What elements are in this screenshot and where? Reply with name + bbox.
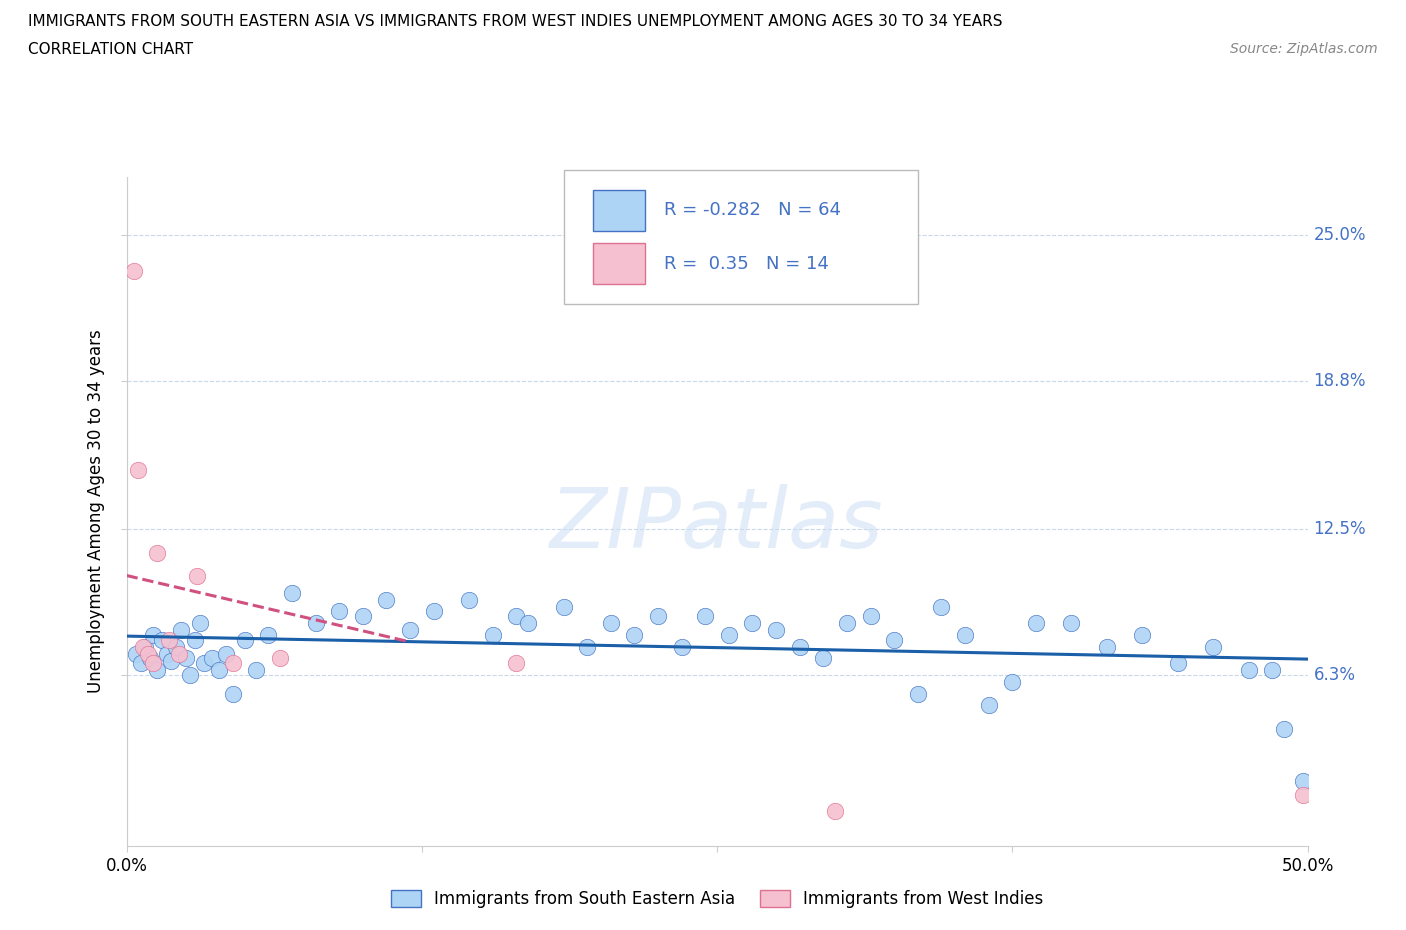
Point — [156, 646, 179, 661]
Point — [257, 628, 280, 643]
Point — [141, 628, 163, 643]
Point — [695, 608, 717, 623]
Point — [160, 653, 183, 668]
Text: 25.0%: 25.0% — [1313, 226, 1367, 245]
Point — [188, 616, 211, 631]
Point — [883, 632, 905, 647]
Point — [136, 646, 159, 661]
Point — [179, 668, 201, 683]
Point — [328, 604, 350, 618]
Point — [741, 616, 763, 631]
Point — [907, 686, 929, 701]
Point — [375, 592, 398, 607]
Point — [146, 663, 169, 678]
Point — [174, 651, 197, 666]
Point — [304, 616, 326, 631]
FancyBboxPatch shape — [564, 170, 918, 304]
Legend: Immigrants from South Eastern Asia, Immigrants from West Indies: Immigrants from South Eastern Asia, Immi… — [384, 884, 1050, 915]
Point — [1261, 663, 1284, 678]
Point — [132, 639, 155, 654]
Point — [146, 545, 169, 560]
Point — [281, 585, 304, 600]
Point — [1202, 639, 1225, 654]
Point — [505, 656, 527, 671]
Point — [623, 628, 645, 643]
Point — [1025, 616, 1047, 631]
Point — [1292, 787, 1315, 802]
Point — [399, 623, 422, 638]
Point — [517, 616, 540, 631]
Point — [165, 639, 187, 654]
Point — [215, 646, 238, 661]
Point — [200, 651, 222, 666]
Point — [813, 651, 835, 666]
Text: R = -0.282   N = 64: R = -0.282 N = 64 — [664, 201, 841, 219]
Point — [789, 639, 811, 654]
Point — [1272, 722, 1295, 737]
Point — [1130, 628, 1153, 643]
Point — [352, 608, 374, 623]
Point — [1095, 639, 1118, 654]
Point — [422, 604, 444, 618]
Point — [186, 568, 208, 583]
Point — [824, 804, 846, 818]
Point — [458, 592, 481, 607]
Point — [245, 663, 267, 678]
Text: IMMIGRANTS FROM SOUTH EASTERN ASIA VS IMMIGRANTS FROM WEST INDIES UNEMPLOYMENT A: IMMIGRANTS FROM SOUTH EASTERN ASIA VS IM… — [28, 14, 1002, 29]
Point — [208, 663, 231, 678]
Text: R =  0.35   N = 14: R = 0.35 N = 14 — [664, 255, 828, 272]
Text: CORRELATION CHART: CORRELATION CHART — [28, 42, 193, 57]
Point — [122, 263, 145, 278]
Point — [184, 632, 207, 647]
Point — [553, 599, 575, 614]
Point — [1001, 674, 1024, 689]
Text: 18.8%: 18.8% — [1313, 372, 1367, 390]
FancyBboxPatch shape — [593, 244, 645, 285]
Point — [1060, 616, 1083, 631]
Point — [141, 656, 163, 671]
Text: Source: ZipAtlas.com: Source: ZipAtlas.com — [1230, 42, 1378, 56]
Point — [134, 639, 156, 654]
Point — [953, 628, 976, 643]
Point — [1292, 773, 1315, 788]
Point — [505, 608, 527, 623]
Point — [931, 599, 953, 614]
Point — [167, 646, 190, 661]
Point — [222, 656, 245, 671]
FancyBboxPatch shape — [593, 190, 645, 231]
Point — [481, 628, 503, 643]
Point — [977, 698, 1000, 712]
Point — [193, 656, 215, 671]
Point — [717, 628, 740, 643]
Point — [599, 616, 621, 631]
Point — [233, 632, 256, 647]
Point — [125, 646, 148, 661]
Point — [139, 651, 162, 666]
Point — [157, 632, 180, 647]
Text: ZIPatlas: ZIPatlas — [550, 485, 884, 565]
Point — [129, 656, 152, 671]
Text: 12.5%: 12.5% — [1313, 520, 1367, 538]
Point — [170, 623, 193, 638]
Point — [671, 639, 693, 654]
Point — [765, 623, 787, 638]
Point — [647, 608, 669, 623]
Point — [269, 651, 291, 666]
Point — [576, 639, 599, 654]
Point — [150, 632, 173, 647]
Point — [859, 608, 882, 623]
Point — [835, 616, 858, 631]
Point — [1237, 663, 1260, 678]
Text: 6.3%: 6.3% — [1313, 666, 1355, 684]
Point — [222, 686, 245, 701]
Point — [127, 463, 149, 478]
Point — [1167, 656, 1189, 671]
Y-axis label: Unemployment Among Ages 30 to 34 years: Unemployment Among Ages 30 to 34 years — [87, 329, 105, 694]
